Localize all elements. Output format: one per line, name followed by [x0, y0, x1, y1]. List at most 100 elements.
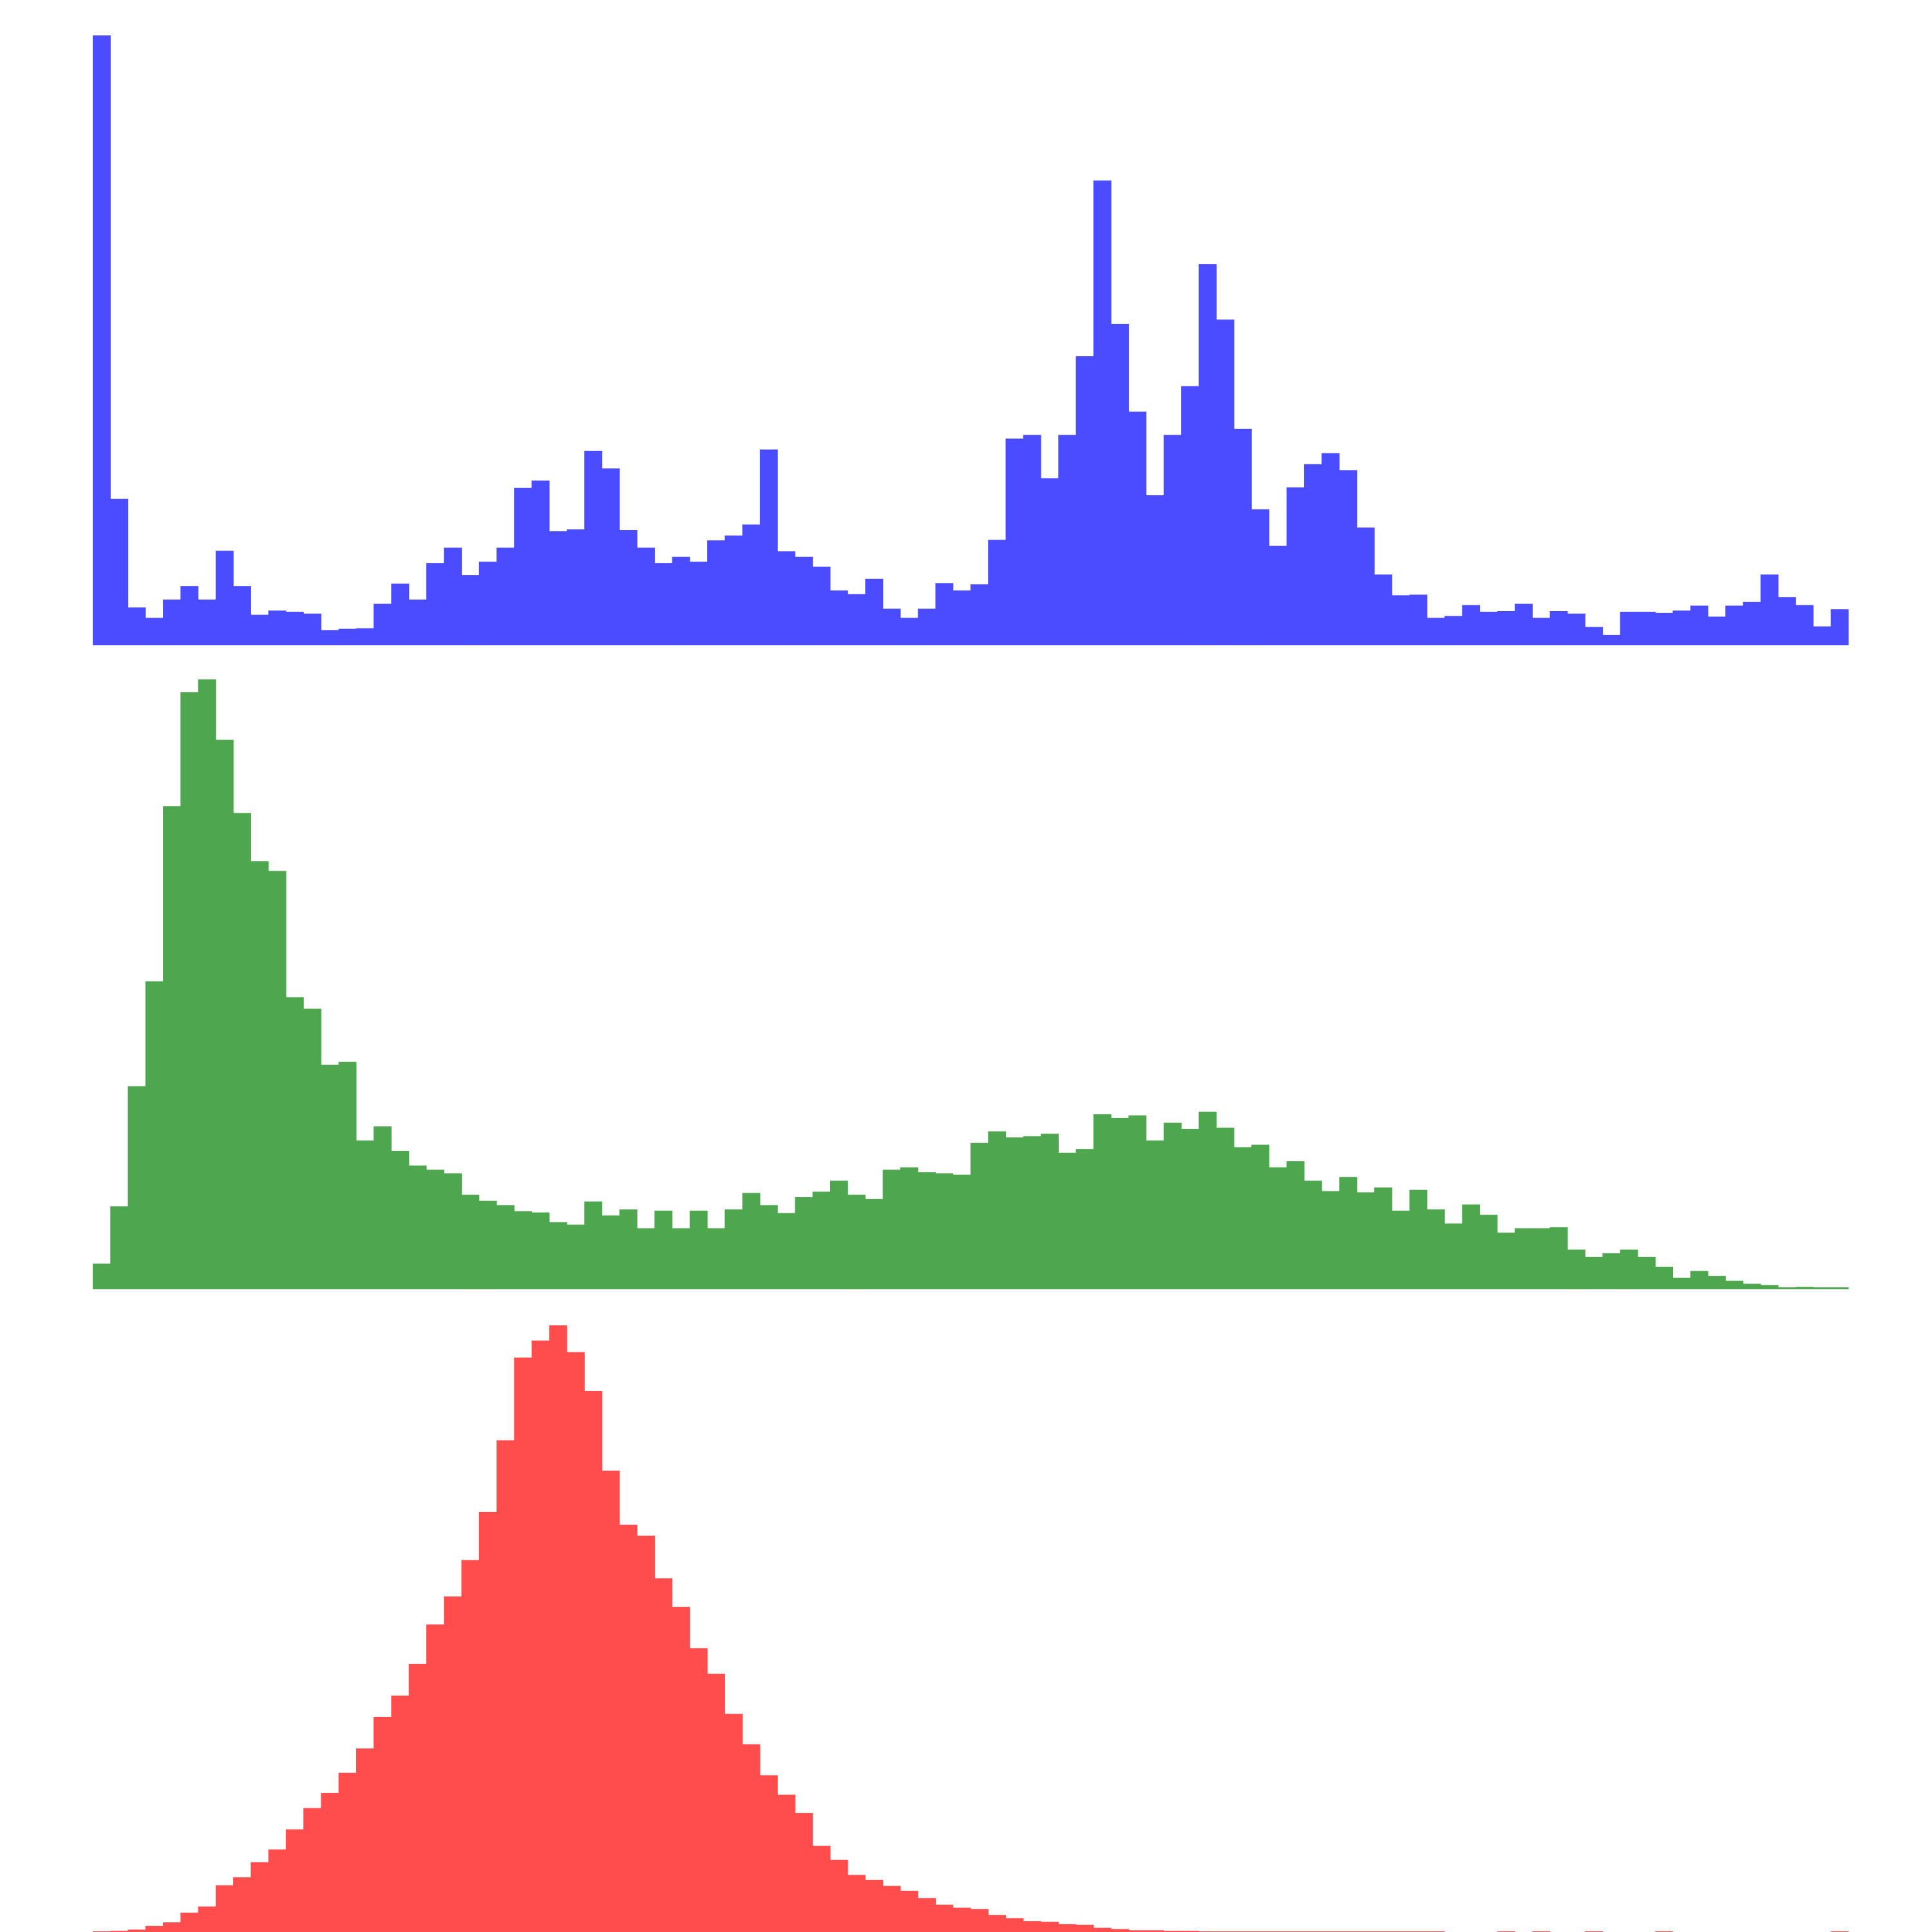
blue-channel-bar — [1198, 264, 1217, 646]
green-channel-bar — [584, 1201, 603, 1289]
green-channel-bar — [374, 1126, 392, 1289]
red-channel-bar — [601, 1470, 620, 1932]
blue-channel-bar — [584, 450, 603, 645]
green-channel-bar — [514, 1211, 533, 1289]
red-channel-bar — [461, 1560, 480, 1932]
green-channel-bar — [215, 739, 234, 1289]
red-channel-bar — [848, 1875, 866, 1932]
green-channel-bar — [689, 1210, 708, 1289]
blue-channel-bar — [1005, 438, 1024, 645]
green-channel-bar — [1637, 1256, 1656, 1289]
red-channel-bar — [882, 1886, 901, 1932]
blue-channel-bar — [1181, 386, 1199, 645]
red-channel-bar — [285, 1829, 304, 1932]
green-channel-bar — [865, 1198, 884, 1289]
blue-channel-bar — [408, 599, 427, 645]
green-channel-bar — [1321, 1191, 1340, 1289]
blue-channel-bar — [374, 603, 392, 645]
blue-channel-bar — [672, 556, 690, 645]
blue-channel-bar — [391, 583, 410, 645]
blue-channel-bar — [935, 583, 954, 645]
green-channel-bar — [1058, 1152, 1077, 1289]
blue-channel-bar — [1620, 611, 1638, 645]
blue-channel-bar — [1672, 611, 1691, 645]
green-channel-bar — [1233, 1147, 1252, 1289]
green-channel-bar — [988, 1131, 1007, 1289]
red-channel-bar — [233, 1877, 251, 1932]
green-channel-bar — [1479, 1215, 1498, 1289]
red-channel-bar — [1058, 1924, 1077, 1932]
green-channel-bar — [1269, 1167, 1287, 1289]
red-channel-bar — [163, 1922, 181, 1932]
blue-channel-bar — [1075, 356, 1094, 645]
blue-channel-bar — [1743, 601, 1761, 645]
red-channel-bar — [584, 1390, 603, 1932]
blue-channel-bar — [198, 599, 216, 645]
red-channel-bar — [1163, 1931, 1182, 1932]
blue-channel-bar — [918, 609, 936, 645]
blue-channel-bar — [1409, 594, 1428, 645]
red-channel-bar — [689, 1648, 708, 1932]
green-channel-bar — [338, 1061, 357, 1289]
blue-channel-bar — [795, 556, 813, 645]
red-channel-bar — [1005, 1918, 1024, 1932]
green-channel-bar — [1690, 1271, 1709, 1289]
red-channel-bar — [374, 1716, 392, 1932]
green-channel-bar — [1356, 1192, 1375, 1289]
green-channel-bar — [531, 1212, 550, 1289]
blue-channel-bar — [285, 611, 304, 645]
blue-channel-bar — [1532, 618, 1551, 645]
green-channel-bar — [672, 1228, 690, 1289]
red-channel-histogram — [93, 1325, 1849, 1932]
blue-channel-bar — [848, 594, 866, 645]
green-channel-bar — [1251, 1144, 1270, 1289]
blue-channel-bar — [549, 531, 567, 645]
green-channel-bar — [1339, 1177, 1358, 1289]
red-channel-bar — [478, 1511, 497, 1932]
green-channel-bar — [882, 1170, 901, 1289]
green-channel-bar — [1075, 1149, 1094, 1289]
red-channel-bar — [110, 1931, 129, 1932]
red-channel-bar — [303, 1808, 321, 1932]
blue-channel-bar — [882, 609, 901, 645]
green-channel-bar — [444, 1173, 462, 1289]
blue-channel-bar — [1760, 574, 1779, 645]
blue-channel-bar — [1251, 509, 1270, 645]
blue-channel-bar — [180, 586, 199, 645]
green-channel-bar — [952, 1174, 971, 1289]
green-channel-bar — [935, 1173, 954, 1289]
green-channel-bar — [1444, 1223, 1463, 1289]
green-channel-bar — [1602, 1253, 1621, 1289]
blue-channel-bar — [1585, 627, 1603, 645]
blue-channel-bar — [1549, 611, 1568, 645]
blue-channel-bar — [1725, 605, 1744, 645]
blue-channel-bar — [93, 35, 111, 645]
green-channel-bar — [829, 1180, 848, 1289]
green-channel-bar — [1795, 1287, 1814, 1289]
green-channel-bar — [1128, 1115, 1147, 1289]
green-channel-bar — [1777, 1287, 1796, 1289]
blue-channel-bar — [145, 618, 164, 645]
red-channel-bar — [795, 1813, 813, 1932]
red-channel-bar — [988, 1915, 1007, 1932]
green-channel-bar — [408, 1165, 427, 1289]
red-channel-bar — [180, 1912, 199, 1932]
blue-channel-bar — [1392, 595, 1410, 645]
green-channel-bar — [391, 1151, 410, 1289]
green-channel-bar — [1725, 1280, 1744, 1289]
red-channel-bar — [619, 1524, 638, 1932]
blue-channel-bar — [1163, 435, 1182, 645]
blue-channel-bar — [1813, 626, 1832, 645]
blue-channel-bar — [1023, 435, 1041, 645]
green-channel-bar — [426, 1170, 444, 1289]
green-channel-bar — [812, 1191, 831, 1289]
blue-channel-bar — [1515, 603, 1533, 645]
green-channel-bar — [1005, 1137, 1024, 1289]
blue-channel-bar — [567, 529, 585, 645]
blue-channel-bar — [531, 480, 550, 645]
green-channel-bar — [1093, 1114, 1112, 1289]
green-channel-bar — [549, 1222, 567, 1289]
green-channel-bar — [848, 1195, 866, 1289]
red-channel-bar — [654, 1578, 673, 1932]
